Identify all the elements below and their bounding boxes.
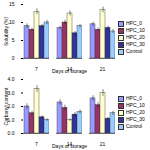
- svg-text:2.0: 2.0: [7, 103, 15, 110]
- html-text:HPC_20: HPC_20: [126, 109, 145, 115]
- svg-text:15: 15: [9, 1, 15, 7]
- html-text:Control: Control: [126, 48, 143, 54]
- svg-text:Days of storage: Days of storage: [52, 143, 87, 149]
- html-text:HPC_10: HPC_10: [126, 27, 145, 33]
- svg-text:21: 21: [100, 66, 106, 72]
- svg-text:0: 0: [12, 55, 15, 61]
- html-text:Control: Control: [126, 123, 143, 129]
- svg-text:7: 7: [35, 66, 38, 72]
- svg-text:5: 5: [12, 37, 15, 43]
- svg-text:Days of storage: Days of storage: [52, 68, 87, 74]
- svg-text:7: 7: [35, 141, 38, 147]
- html-text:HPC_20: HPC_20: [126, 34, 145, 40]
- svg-text:Carbonyl content: Carbonyl content: [3, 87, 9, 125]
- svg-text:10: 10: [9, 19, 15, 25]
- svg-text:21: 21: [100, 141, 106, 147]
- html-text:HPC_30: HPC_30: [126, 41, 145, 47]
- svg-text:1.0: 1.0: [7, 116, 15, 123]
- svg-text:Solubility (%): Solubility (%): [3, 17, 9, 47]
- html-text:HPC_0: HPC_0: [126, 20, 143, 26]
- html-text:HPC_30: HPC_30: [126, 116, 145, 122]
- svg-text:0.0: 0.0: [8, 130, 15, 136]
- svg-text:3.0: 3.0: [7, 89, 15, 96]
- html-text:HPC_0: HPC_0: [126, 95, 143, 101]
- html-text:HPC_10: HPC_10: [126, 102, 145, 108]
- svg-text:4.0: 4.0: [8, 76, 15, 82]
